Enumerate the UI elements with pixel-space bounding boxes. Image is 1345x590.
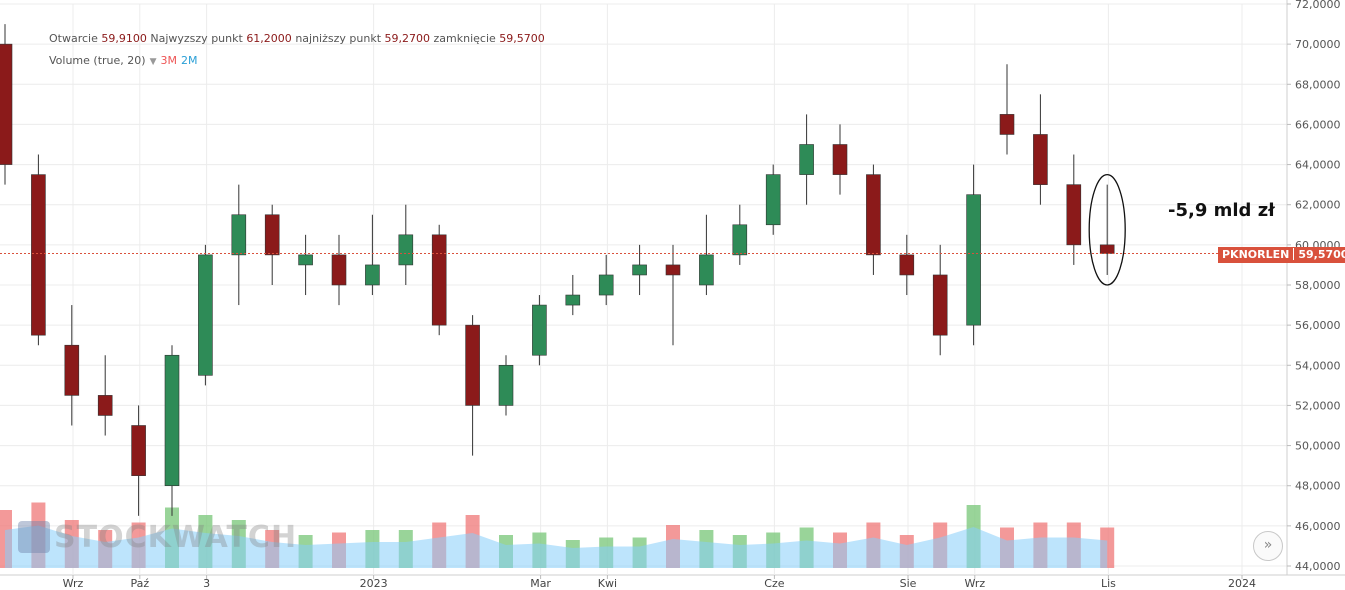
- candle-body: [131, 425, 146, 476]
- price-tag-price: 59,5700: [1298, 248, 1345, 261]
- candle-body: [231, 214, 247, 256]
- logo-icon: [18, 521, 50, 553]
- candle-body: [665, 264, 681, 276]
- candle-body: [64, 344, 80, 396]
- candle-body: [31, 174, 46, 336]
- candle-body: [832, 144, 848, 175]
- close-label: zamknięcie: [433, 32, 496, 45]
- time-tick-label: 2023: [360, 577, 388, 590]
- price-tick-label: 48,0000: [1295, 480, 1341, 493]
- candle-body: [164, 354, 180, 487]
- candle-body: [431, 234, 447, 326]
- price-tick-label: 64,0000: [1295, 159, 1341, 172]
- watermark-text: STOCKWATCH: [54, 520, 298, 555]
- price-tick-label: 68,0000: [1295, 78, 1341, 91]
- price-tick-label: 50,0000: [1295, 440, 1341, 453]
- price-tick-label: 62,0000: [1295, 199, 1341, 212]
- double-chevron-right-icon[interactable]: »: [1263, 537, 1273, 553]
- candle-body: [198, 254, 213, 376]
- candle-body: [999, 114, 1015, 135]
- volume-label[interactable]: Volume (true, 20): [49, 54, 146, 67]
- open-label: Otwarcie: [49, 32, 98, 45]
- high-label: Najwyzszy punkt: [150, 32, 243, 45]
- candle-body: [298, 254, 313, 266]
- price-tick-label: 66,0000: [1295, 118, 1341, 131]
- close-value: 59,5700: [499, 32, 545, 45]
- volume-moving-average: [5, 525, 1108, 568]
- scroll-right-button[interactable]: »: [1253, 531, 1283, 561]
- price-tick-label: 56,0000: [1295, 319, 1341, 332]
- open-value: 59,9100: [101, 32, 147, 45]
- volume-legend[interactable]: Volume (true, 20) ▼ 3M 2M: [49, 54, 197, 67]
- price-tick-label: 70,0000: [1295, 38, 1341, 51]
- price-tag-ticker: PKNORLEN: [1222, 248, 1290, 261]
- time-tick-label: Paź: [130, 577, 149, 590]
- candle-body: [966, 194, 981, 326]
- candle-body: [365, 264, 380, 286]
- price-tick-label: 54,0000: [1295, 359, 1341, 372]
- candle-body: [598, 274, 614, 296]
- time-tick-label: Wrz: [63, 577, 84, 590]
- price-tick-label: 44,0000: [1295, 560, 1341, 573]
- time-tick-label: Lis: [1101, 577, 1116, 590]
- candle-body: [532, 304, 547, 356]
- candle-body: [498, 364, 514, 406]
- price-tick-label: 58,0000: [1295, 279, 1341, 292]
- chevron-down-icon[interactable]: ▼: [149, 57, 157, 67]
- low-label: najniższy punkt: [295, 32, 382, 45]
- time-axis: Wrz Paź 3 2023 Mar Kwi Cze Sie Wrz Lis 2024: [63, 575, 1256, 590]
- candle-body: [799, 144, 814, 175]
- candle-body: [866, 174, 881, 256]
- candle-body: [565, 294, 581, 306]
- time-tick-label: Mar: [530, 577, 551, 590]
- low-value: 59,2700: [384, 32, 431, 45]
- candle-body: [398, 234, 414, 266]
- time-tick-label: 2024: [1228, 577, 1256, 590]
- candle-body: [932, 274, 948, 336]
- candle-body: [1033, 134, 1048, 185]
- time-tick-label: Kwi: [598, 577, 617, 590]
- price-tick-label: 52,0000: [1295, 399, 1341, 412]
- time-tick-label: Wrz: [964, 577, 985, 590]
- annotation-text: -5,9 mld zł: [1168, 200, 1275, 221]
- candle-body: [331, 254, 347, 286]
- time-tick-label: Cze: [764, 577, 784, 590]
- candle-body: [699, 254, 714, 286]
- time-tick-label: 3: [203, 577, 210, 590]
- candle-body: [0, 43, 13, 165]
- candle-body: [899, 254, 915, 276]
- volume-value-1: 3M: [160, 54, 177, 67]
- candle-body: [765, 174, 781, 226]
- ohlc-legend: Otwarcie 59,9100 Najwyzszy punkt 61,2000…: [49, 32, 545, 45]
- highlight-ellipse: [1088, 173, 1126, 286]
- candle-body: [465, 324, 480, 406]
- time-tick-label: Sie: [900, 577, 917, 590]
- candle-body: [732, 224, 748, 256]
- candle-body: [1066, 184, 1082, 246]
- volume-value-2: 2M: [180, 54, 198, 67]
- candle-body: [264, 214, 280, 256]
- price-axis: 72,0000 70,0000 68,0000 66,0000 64,0000 62,00…: [1286, 0, 1341, 575]
- price-tick-label: 46,0000: [1295, 520, 1341, 533]
- high-value: 61,2000: [246, 32, 292, 45]
- watermark-logo: STOCKWATCH: [18, 520, 297, 555]
- last-price-tag: PKNORLEN 59,5700: [1218, 247, 1345, 263]
- candle-body: [1099, 244, 1115, 254]
- candle-body: [97, 395, 113, 416]
- candlestick-series: [0, 24, 1115, 516]
- candle-body: [632, 264, 647, 276]
- price-tick-label: 72,0000: [1295, 0, 1341, 11]
